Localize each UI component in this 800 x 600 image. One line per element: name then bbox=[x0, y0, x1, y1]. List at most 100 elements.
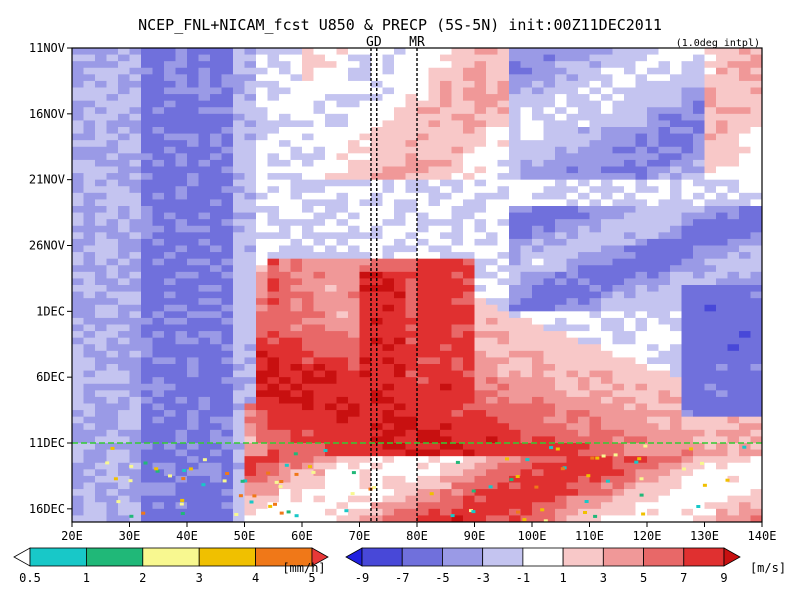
u850-cell bbox=[532, 410, 545, 418]
u850-cell bbox=[647, 94, 660, 102]
u850-cell bbox=[739, 416, 752, 424]
u850-cell bbox=[129, 232, 142, 240]
u850-cell bbox=[601, 317, 614, 326]
u850-cell bbox=[382, 265, 395, 273]
u850-cell bbox=[129, 469, 142, 477]
u850-cell bbox=[440, 396, 453, 405]
u850-cell bbox=[647, 113, 660, 122]
u850-cell bbox=[520, 159, 533, 168]
u850-cell bbox=[704, 304, 717, 312]
u850-cell bbox=[543, 219, 556, 227]
u850-cell bbox=[290, 357, 303, 365]
u850-cell bbox=[405, 278, 418, 286]
u850-cell bbox=[428, 192, 441, 201]
u850-cell bbox=[152, 206, 165, 214]
u850-cell bbox=[635, 337, 648, 345]
u850-cell bbox=[164, 344, 177, 352]
u850-cell bbox=[578, 462, 591, 470]
u850-cell bbox=[106, 317, 119, 326]
u850-cell bbox=[727, 146, 740, 154]
u850-cell bbox=[750, 462, 762, 470]
u850-cell bbox=[187, 495, 200, 503]
u850-cell bbox=[647, 324, 660, 332]
u850-cell bbox=[210, 482, 223, 490]
u850-cell bbox=[647, 252, 660, 260]
u850-cell bbox=[302, 206, 315, 214]
u850-cell bbox=[175, 350, 188, 359]
u850-cell bbox=[670, 423, 683, 431]
u850-cell bbox=[198, 146, 211, 154]
u850-cell bbox=[658, 54, 671, 62]
u850-cell bbox=[210, 357, 223, 365]
u850-cell bbox=[164, 225, 177, 233]
u850-cell bbox=[601, 219, 614, 227]
u850-cell bbox=[279, 350, 292, 359]
u850-cell bbox=[704, 238, 717, 247]
u850-cell bbox=[141, 265, 154, 273]
u850-cell bbox=[210, 133, 223, 141]
u850-cell bbox=[267, 298, 280, 306]
x-tick-label: 20E bbox=[61, 529, 83, 543]
u850-cell bbox=[405, 173, 418, 181]
u850-cell bbox=[486, 502, 499, 510]
u850-cell bbox=[589, 396, 602, 405]
u850-cell bbox=[417, 370, 430, 378]
u850-cell bbox=[474, 173, 487, 181]
u850-cell bbox=[233, 449, 246, 457]
colorbar-tick-label: 1 bbox=[83, 571, 90, 585]
u850-cell bbox=[417, 271, 430, 280]
u850-cell bbox=[141, 364, 154, 372]
u850-cell bbox=[486, 159, 499, 168]
u850-cell bbox=[612, 186, 625, 194]
u850-cell bbox=[704, 508, 717, 517]
u850-cell bbox=[290, 331, 303, 339]
u850-cell bbox=[578, 502, 591, 510]
u850-cell bbox=[290, 245, 303, 253]
u850-cell bbox=[532, 74, 545, 82]
u850-cell bbox=[233, 469, 246, 477]
u850-cell bbox=[578, 245, 591, 253]
u850-cell bbox=[95, 370, 108, 378]
u850-cell bbox=[129, 436, 142, 444]
u850-cell bbox=[566, 80, 579, 89]
u850-cell bbox=[198, 436, 211, 444]
u850-cell bbox=[244, 403, 257, 411]
u850-cell bbox=[118, 225, 131, 233]
u850-cell bbox=[95, 113, 108, 122]
u850-cell bbox=[497, 410, 510, 418]
u850-cell bbox=[382, 87, 395, 95]
u850-cell bbox=[555, 219, 568, 227]
u850-cell bbox=[589, 225, 602, 233]
u850-cell bbox=[175, 113, 188, 122]
u850-cell bbox=[474, 285, 487, 293]
u850-cell bbox=[106, 383, 119, 391]
u850-cell bbox=[129, 285, 142, 293]
u850-cell bbox=[198, 416, 211, 424]
u850-cell bbox=[566, 416, 579, 424]
u850-cell bbox=[497, 429, 510, 438]
u850-cell bbox=[704, 324, 717, 332]
u850-cell bbox=[670, 462, 683, 470]
u850-cell bbox=[704, 331, 717, 339]
u850-cell bbox=[428, 364, 441, 372]
u850-cell bbox=[589, 364, 602, 372]
u850-cell bbox=[290, 159, 303, 168]
u850-cell bbox=[359, 337, 372, 345]
u850-cell bbox=[394, 429, 407, 438]
u850-cell bbox=[589, 515, 602, 522]
u850-cell bbox=[624, 423, 637, 431]
u850-cell bbox=[325, 153, 338, 161]
u850-cell bbox=[152, 127, 165, 135]
u850-cell bbox=[279, 383, 292, 391]
u850-cell bbox=[451, 396, 464, 405]
u850-cell bbox=[141, 357, 154, 365]
u850-cell bbox=[244, 462, 257, 470]
interp-note: (1.0deg intpl) bbox=[676, 38, 760, 49]
u850-cell bbox=[95, 94, 108, 102]
u850-cell bbox=[129, 350, 142, 359]
u850-cell bbox=[543, 324, 556, 332]
u850-cell bbox=[325, 80, 338, 89]
u850-cell bbox=[371, 344, 384, 352]
u850-cell bbox=[175, 278, 188, 286]
u850-cell bbox=[543, 285, 556, 293]
